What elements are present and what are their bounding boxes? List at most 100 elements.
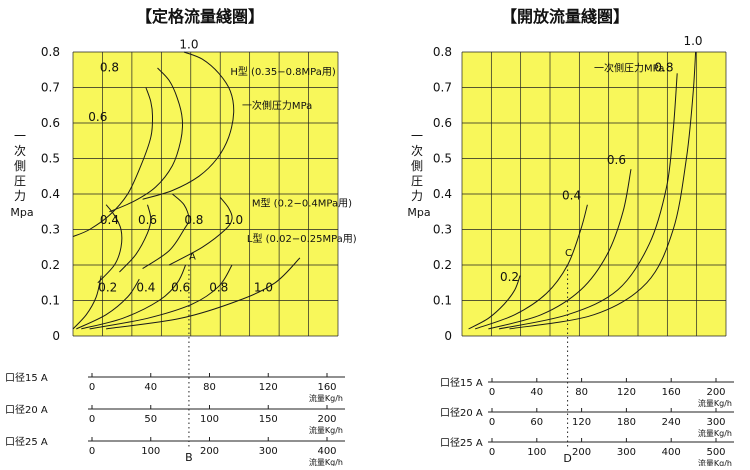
flow-axis-tick-label: 0 [489, 387, 495, 398]
annotation: M型 (0.2−0.4MPa用) [252, 196, 352, 209]
annotation: H型 (0.35−0.8MPa用) [230, 65, 335, 78]
annotation: L型 (0.02−0.25MPa用) [247, 232, 357, 245]
chart-title: 【開放流量綫圏】 [501, 7, 629, 26]
flow-axis-tick-label: 80 [203, 382, 216, 393]
series-label: 0.4 [136, 281, 155, 295]
flow-axis-label: 口径15 A [440, 376, 483, 389]
curve [72, 87, 154, 238]
curve [81, 264, 187, 330]
curve [468, 275, 521, 330]
y-tick-label: 0.7 [41, 81, 60, 95]
flow-axis-tick-label: 500 [706, 447, 725, 458]
series-label: 0.8 [654, 61, 673, 75]
annotation: A [189, 252, 196, 263]
flow-axis-label: 口径25 A [5, 435, 48, 448]
flow-axis-tick-label: 120 [259, 382, 278, 393]
y-axis-title-char: 一 [14, 129, 26, 143]
flow-axis-label: 口径25 A [440, 436, 483, 449]
y-tick-labels: 0 0.1 0.2 0.3 0.4 0.5 0.6 0.7 0.8 [41, 45, 60, 343]
flow-axis-tick-label: 160 [662, 387, 681, 398]
flow-axis-tick-label: 100 [527, 447, 546, 458]
flow-axis-tick-label: 0 [89, 414, 95, 425]
flow-axis-unit: 流量Kg/h [698, 428, 732, 438]
curve [119, 204, 152, 273]
curve [89, 264, 233, 330]
flow-axis-tick-label: 300 [259, 446, 278, 457]
flow-axis-tick-label: 40 [530, 387, 543, 398]
y-tick-label: 0.6 [41, 116, 60, 130]
flow-axis-tick-label: 400 [662, 447, 681, 458]
y-axis-title-char: 次 [411, 144, 423, 158]
series-label: 0.2 [500, 270, 519, 284]
flow-axis-tick-label: 150 [259, 414, 278, 425]
curve [97, 204, 123, 284]
curve [142, 51, 235, 200]
series-label: 0.8 [184, 213, 203, 227]
flow-axis-unit: 流量Kg/h [309, 425, 343, 435]
series-label: 0.6 [88, 110, 107, 124]
flow-axis-tick-label: 50 [144, 414, 157, 425]
y-axis-title-char: 圧 [14, 174, 26, 188]
curve [168, 197, 233, 266]
y-tick-label: 0.5 [433, 152, 452, 166]
y-tick-label: 0.1 [41, 294, 60, 308]
flow-axis-tick-label: 200 [200, 446, 219, 457]
y-axis-title: 一次側圧力 Mpa [10, 129, 33, 219]
y-tick-label: 0.3 [41, 223, 60, 237]
curve-group [72, 51, 301, 330]
flow-axis-tick-label: 300 [617, 447, 636, 458]
flow-axis-tick-label: 400 [317, 446, 336, 457]
annotation: 一次側圧力MPa [242, 99, 312, 112]
series-label: 0.8 [209, 281, 228, 295]
y-tick-label: 0.8 [433, 45, 452, 59]
flow-axis-tick-label: 0 [89, 446, 95, 457]
annotation-group: H型 (0.35−0.8MPa用) 一次側圧力MPa M型 (0.2−0.4MPa用… [189, 65, 357, 263]
y-tick-label: 0 [52, 329, 60, 343]
series-label: 0.4 [562, 188, 581, 202]
curve [109, 67, 184, 213]
y-tick-label: 0.7 [433, 81, 452, 95]
y-axis-unit: Mpa [407, 206, 430, 219]
y-axis-title-char: 側 [14, 159, 26, 173]
annotation: 一次側圧力MPa [594, 62, 664, 75]
y-tick-labels: 0 0.1 0.2 0.3 0.4 0.5 0.6 0.7 0.8 [433, 45, 452, 343]
annotation-group: 一次側圧力MPa C [565, 62, 664, 260]
y-tick-label: 0.4 [433, 187, 452, 201]
series-label: 0.6 [171, 281, 190, 295]
marker-label: D [563, 452, 571, 465]
rated-flow-chart: 【定格流量綫圏】 0 0.1 0.2 0.3 0.4 0.5 0.6 0.7 0.8 一次側圧力… [5, 7, 357, 467]
series-label: 1.0 [683, 34, 702, 48]
curve [475, 204, 588, 330]
series-label: 0.6 [138, 213, 157, 227]
y-tick-label: 0.5 [41, 152, 60, 166]
annotation: C [565, 248, 572, 259]
series-label: 1.0 [224, 213, 243, 227]
flow-axis-unit: 流量Kg/h [698, 398, 732, 408]
y-axis-title-char: 力 [14, 189, 26, 203]
y-tick-label: 0 [444, 329, 452, 343]
y-tick-label: 0.8 [41, 45, 60, 59]
marker-line: D [563, 265, 572, 465]
flow-axis-tick-label: 200 [706, 387, 725, 398]
flow-axis-tick-label: 120 [572, 417, 591, 428]
flow-axis-label: 口径15 A [5, 371, 48, 384]
chart-title: 【定格流量綫圏】 [136, 7, 264, 26]
flow-axis-tick-label: 80 [575, 387, 588, 398]
y-tick-label: 0.1 [433, 294, 452, 308]
flow-axis-tick-label: 200 [572, 447, 591, 458]
curve [509, 51, 697, 330]
y-tick-label: 0.3 [433, 223, 452, 237]
flow-axis-tick-label: 40 [144, 382, 157, 393]
y-axis-title-char: 圧 [411, 174, 423, 188]
series-label: 1.0 [179, 37, 198, 51]
flow-axis-tick-label: 240 [662, 417, 681, 428]
grid-lines [72, 51, 339, 337]
flow-axis-tick-label: 200 [317, 414, 336, 425]
series-label: 0.2 [98, 281, 117, 295]
y-axis-title-char: 次 [14, 144, 26, 158]
flow-axis-tick-label: 0 [89, 382, 95, 393]
y-tick-label: 0.6 [433, 116, 452, 130]
flow-axis-unit: 流量Kg/h [309, 457, 343, 466]
